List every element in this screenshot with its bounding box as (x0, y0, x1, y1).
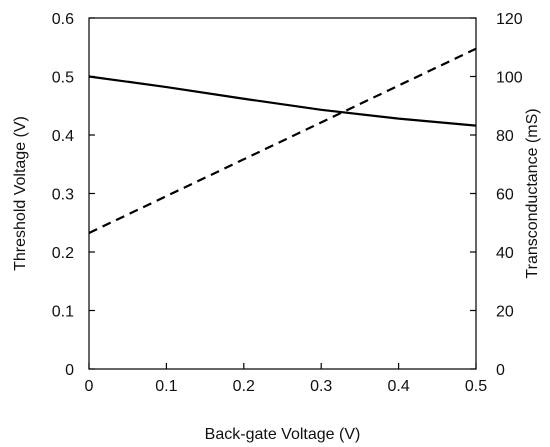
x-tick-label: 0.4 (387, 378, 409, 395)
y-right-axis-ticks: 0 20 40 60 80 100 120 (470, 11, 523, 379)
y-left-tick-label: 0.5 (52, 70, 74, 87)
y-right-tick-label: 60 (496, 187, 514, 204)
y-right-tick-label: 120 (496, 11, 523, 28)
y-right-axis-title: Transconductance (mS) (524, 108, 541, 278)
x-tick-label: 0 (85, 378, 94, 395)
y-left-tick-label: 0 (65, 362, 74, 379)
y-right-tick-label: 100 (496, 70, 523, 87)
y-right-tick-label: 40 (496, 245, 514, 262)
x-axis-ticks: 0 0.1 0.2 0.3 0.4 0.5 (85, 363, 487, 395)
y-left-tick-label: 0.3 (52, 187, 74, 204)
y-left-tick-label: 0.6 (52, 11, 74, 28)
transconductance-line (88, 47, 477, 234)
y-left-axis-title: Threshold Voltage (V) (12, 116, 29, 271)
y-right-tick-label: 0 (496, 362, 505, 379)
x-tick-label: 0.1 (155, 378, 177, 395)
y-left-tick-label: 0.1 (52, 304, 74, 321)
y-left-tick-label: 0.2 (52, 245, 74, 262)
y-right-tick-label: 80 (496, 128, 514, 145)
threshold-voltage-line (88, 75, 477, 127)
y-left-axis-ticks: 0 0.1 0.2 0.3 0.4 0.5 0.6 (52, 11, 95, 379)
series-layer (88, 47, 477, 234)
x-axis-title: Back-gate Voltage (V) (205, 426, 361, 443)
x-tick-label: 0.3 (310, 378, 332, 395)
plot-frame (88, 17, 477, 370)
y-right-tick-label: 20 (496, 304, 514, 321)
x-tick-label: 0.5 (465, 378, 487, 395)
y-left-tick-label: 0.4 (52, 128, 74, 145)
x-tick-label: 0.2 (233, 378, 255, 395)
